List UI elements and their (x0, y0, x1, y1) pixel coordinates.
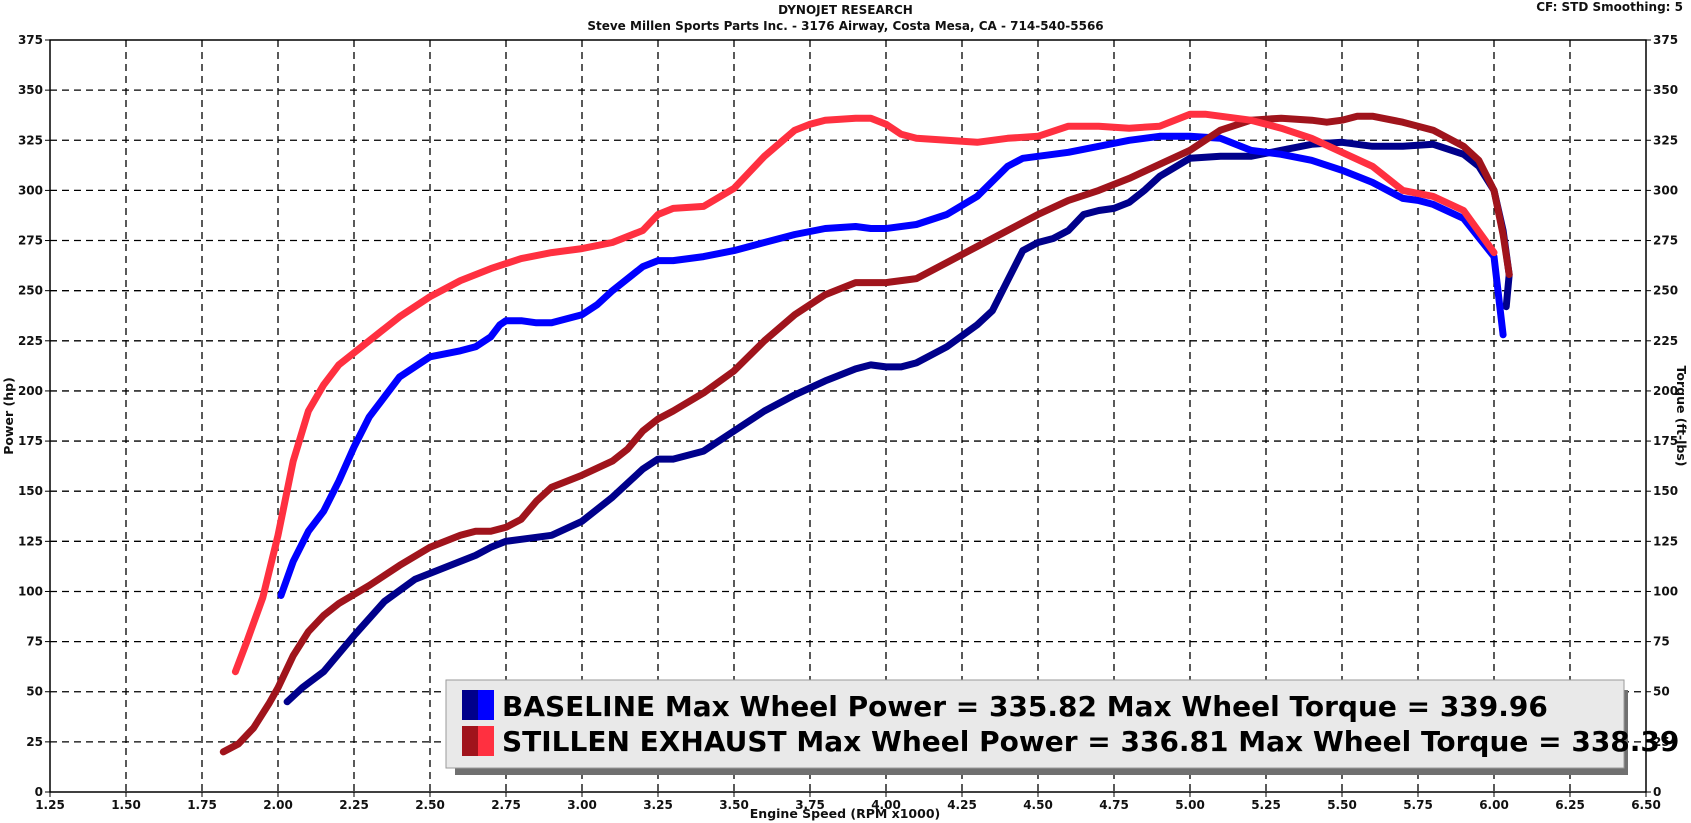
chart-settings: CF: STD Smoothing: 5 (1536, 0, 1683, 14)
y2-tick-label: 0 (1653, 785, 1661, 799)
chart-subtitle: Steve Millen Sports Parts Inc. - 3176 Ai… (587, 19, 1104, 33)
y2-tick-label: 50 (1653, 685, 1670, 699)
y-tick-label: 350 (18, 83, 43, 97)
series-line (277, 132, 1507, 599)
x-tick-label: 6.50 (1631, 798, 1661, 812)
y-tick-label: 200 (18, 384, 43, 398)
y-tick-label: 25 (26, 735, 43, 749)
x-tick-label: 1.25 (35, 798, 65, 812)
legend-entry-stillen: STILLEN EXHAUST Max Wheel Power = 336.81… (462, 725, 1679, 758)
y-tick-label: 175 (18, 434, 43, 448)
y-tick-label: 100 (18, 584, 43, 598)
x-tick-label: 6.00 (1479, 798, 1509, 812)
chart-title: DYNOJET RESEARCH (778, 3, 913, 17)
x-tick-label: 4.75 (1099, 798, 1129, 812)
legend-label: STILLEN EXHAUST Max Wheel Power = 336.81… (502, 725, 1679, 758)
x-tick-label: 4.25 (947, 798, 977, 812)
x-tick-label: 5.25 (1251, 798, 1281, 812)
series-line (231, 110, 1498, 676)
x-tick-label: 2.75 (491, 798, 521, 812)
y2-tick-label: 200 (1653, 384, 1678, 398)
y-tick-label: 150 (18, 484, 43, 498)
grid-lines (45, 39, 1651, 797)
y-tick-label: 0 (35, 785, 43, 799)
legend-swatch-dark (462, 726, 478, 756)
y2-tick-label: 375 (1653, 33, 1678, 47)
y-tick-label: 325 (18, 133, 43, 147)
y-tick-label: 275 (18, 234, 43, 248)
legend-entry-baseline: BASELINE Max Wheel Power = 335.82 Max Wh… (462, 690, 1548, 723)
series-lines (219, 110, 1513, 756)
legend-swatch-dark (462, 690, 478, 720)
y2-tick-label: 300 (1653, 183, 1678, 197)
y2-tick-label: 25 (1653, 735, 1670, 749)
y-tick-label: 300 (18, 183, 43, 197)
y-tick-label: 250 (18, 284, 43, 298)
legend-label: BASELINE Max Wheel Power = 335.82 Max Wh… (502, 690, 1548, 723)
series-line (283, 138, 1513, 706)
series-line (219, 112, 1513, 756)
legend-swatch-light (478, 690, 494, 720)
y-tick-label: 50 (26, 685, 43, 699)
x-tick-label: 3.75 (795, 798, 825, 812)
tick-labels: 1.25 1.50 1.75 2.00 2.25 2.50 2.75 3.00 3.25 3.50… (18, 33, 1678, 812)
y2-tick-label: 225 (1653, 334, 1678, 348)
y-tick-label: 375 (18, 33, 43, 47)
x-tick-label: 5.00 (1175, 798, 1205, 812)
y2-axis-label: Torque (ft-lbs) (1674, 366, 1689, 467)
y2-tick-label: 175 (1653, 434, 1678, 448)
x-tick-label: 4.00 (871, 798, 901, 812)
x-tick-label: 6.25 (1555, 798, 1585, 812)
y-axis-label: Power (hp) (1, 377, 16, 455)
y2-tick-label: 325 (1653, 133, 1678, 147)
y2-tick-label: 350 (1653, 83, 1678, 97)
x-tick-label: 2.50 (415, 798, 445, 812)
y-tick-label: 75 (26, 635, 43, 649)
y2-tick-label: 100 (1653, 584, 1678, 598)
x-tick-label: 3.25 (643, 798, 673, 812)
y2-tick-label: 275 (1653, 234, 1678, 248)
y2-tick-label: 75 (1653, 635, 1670, 649)
x-tick-label: 1.50 (111, 798, 141, 812)
y-tick-label: 225 (18, 334, 43, 348)
y2-tick-label: 250 (1653, 284, 1678, 298)
x-tick-label: 4.50 (1023, 798, 1053, 812)
x-tick-label: 1.75 (187, 798, 217, 812)
y2-tick-label: 125 (1653, 534, 1678, 548)
x-tick-label: 3.50 (719, 798, 749, 812)
x-tick-label: 2.00 (263, 798, 293, 812)
plot-frame (49, 39, 1647, 793)
y-tick-label: 125 (18, 534, 43, 548)
x-tick-label: 5.50 (1327, 798, 1357, 812)
legend-box: BASELINE Max Wheel Power = 335.82 Max Wh… (445, 679, 1679, 775)
legend-background (445, 679, 1625, 769)
x-tick-label: 3.00 (567, 798, 597, 812)
x-tick-label: 5.75 (1403, 798, 1433, 812)
x-tick-label: 2.25 (339, 798, 369, 812)
legend-swatch-light (478, 726, 494, 756)
y2-tick-label: 150 (1653, 484, 1678, 498)
x-axis-label: Engine Speed (RPM x1000) (750, 806, 940, 821)
